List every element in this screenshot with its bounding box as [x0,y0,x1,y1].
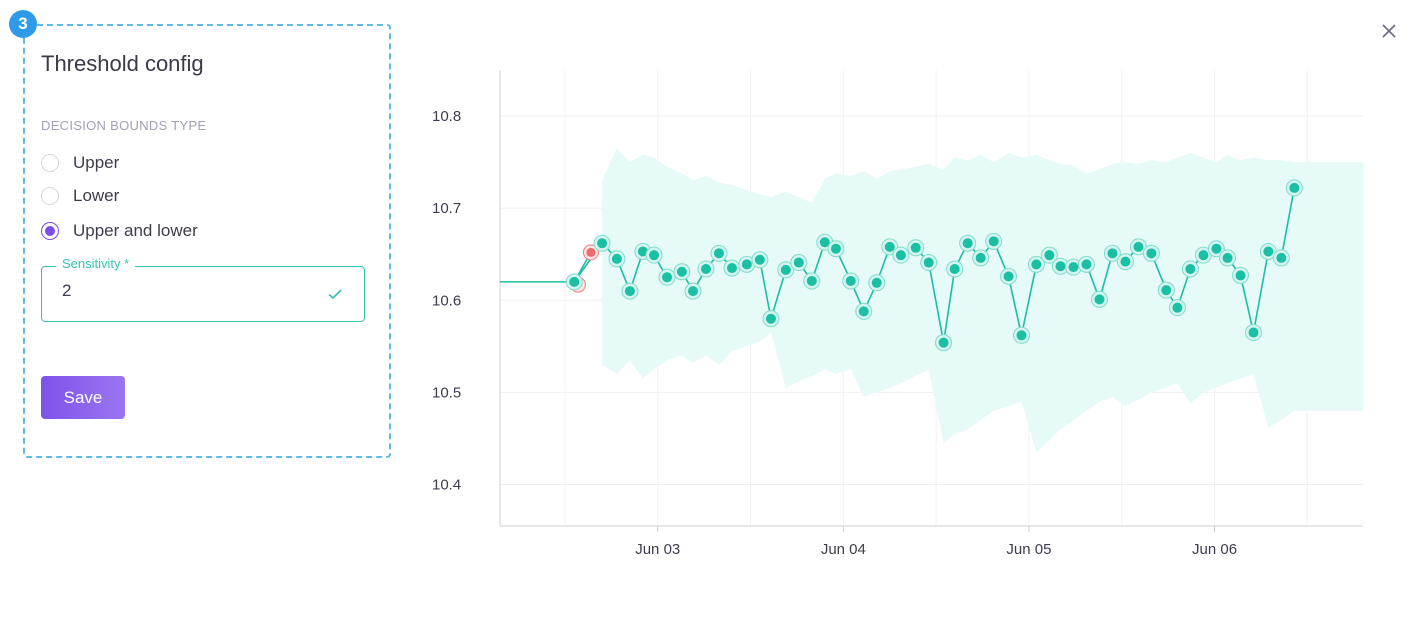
anomaly-chart: 10.8 10.7 10.6 10.5 10.4 Jun 03 Jun 04 Jun 05 Ju… [432,70,1363,558]
y-tick-label: 10.6 [432,292,461,309]
data-point-core [910,242,921,253]
confidence-band [602,148,1363,453]
data-point-core [1235,270,1246,281]
threshold-config-panel: Threshold config DECISION BOUNDS TYPE Up… [23,24,391,458]
x-tick-label: Jun 04 [821,541,866,558]
data-point-core [754,254,765,265]
radio-upper-circle[interactable] [41,154,59,172]
data-point-core [806,275,817,286]
data-point-core [662,272,673,283]
data-point-core [624,286,635,297]
data-point-core [713,248,724,259]
radio-upper-label: Upper [73,153,120,172]
x-tick-label: Jun 06 [1192,541,1237,558]
decision-bounds-label: DECISION BOUNDS TYPE [41,118,207,133]
save-button[interactable]: Save [41,376,125,419]
step-badge: 3 [9,10,37,38]
sensitivity-input[interactable] [62,281,302,301]
data-point-core [845,275,856,286]
data-point-core [1248,327,1259,338]
radio-lower-circle[interactable] [41,187,59,205]
panel-title: Threshold config [41,51,204,76]
x-tick-label: Jun 03 [635,541,680,558]
data-point-core [1094,294,1105,305]
data-point-core [949,263,960,274]
data-point-core [688,286,699,297]
data-point-core [1081,259,1092,270]
data-point-core [611,253,622,264]
radio-lower[interactable]: Lower [41,186,119,206]
data-point-core [923,257,934,268]
data-point-core [726,263,737,274]
sensitivity-label: Sensitivity * [56,256,136,271]
data-point-core [1276,252,1287,263]
data-point-core [1172,302,1183,313]
data-point-core [701,263,712,274]
sensitivity-field[interactable]: Sensitivity * [41,256,365,322]
close-button[interactable] [1377,19,1401,43]
radio-upper[interactable]: Upper [41,153,119,173]
data-point-core [1044,250,1055,261]
data-point-core [597,238,608,249]
data-point-core [1198,250,1209,261]
data-point-core [871,277,882,288]
data-point-core [1055,261,1066,272]
data-point-core [1161,285,1172,296]
data-point-core [1031,259,1042,270]
y-tick-label: 10.5 [432,384,461,401]
data-point-core [569,276,580,287]
radio-lower-label: Lower [73,186,120,205]
data-point-core [988,236,999,247]
data-point-core [765,313,776,324]
data-point-core [1133,241,1144,252]
x-tick-label: Jun 05 [1006,541,1051,558]
data-point-core [676,266,687,277]
data-point-core [830,243,841,254]
data-point-core [1107,248,1118,259]
data-point-core [649,250,660,261]
data-point-core [637,246,648,257]
data-point-core [938,337,949,348]
data-point-core [1003,271,1014,282]
y-tick-label: 10.7 [432,200,461,217]
data-point-core [1185,263,1196,274]
data-point-core [1222,252,1233,263]
data-point-core [1289,182,1300,193]
data-point-core [741,259,752,270]
radio-upper-and-lower-label: Upper and lower [73,221,198,240]
data-point-core [962,238,973,249]
close-icon [1382,24,1396,38]
data-point-core [895,250,906,261]
data-point-core [780,264,791,275]
data-point-core [1263,246,1274,257]
radio-upper-and-lower-circle[interactable] [41,222,59,240]
y-tick-label: 10.8 [432,108,461,125]
anomaly-point-core [586,247,596,257]
data-point-core [793,257,804,268]
data-point-core [1146,248,1157,259]
check-icon [328,289,342,300]
data-point-core [1016,330,1027,341]
data-point-core [819,237,830,248]
y-tick-label: 10.4 [432,477,461,494]
data-point-core [1120,256,1131,267]
radio-upper-and-lower[interactable]: Upper and lower [41,221,198,241]
data-point-core [1211,243,1222,254]
data-point-core [858,306,869,317]
data-point-core [1068,262,1079,273]
data-point-core [884,241,895,252]
data-point-core [975,252,986,263]
